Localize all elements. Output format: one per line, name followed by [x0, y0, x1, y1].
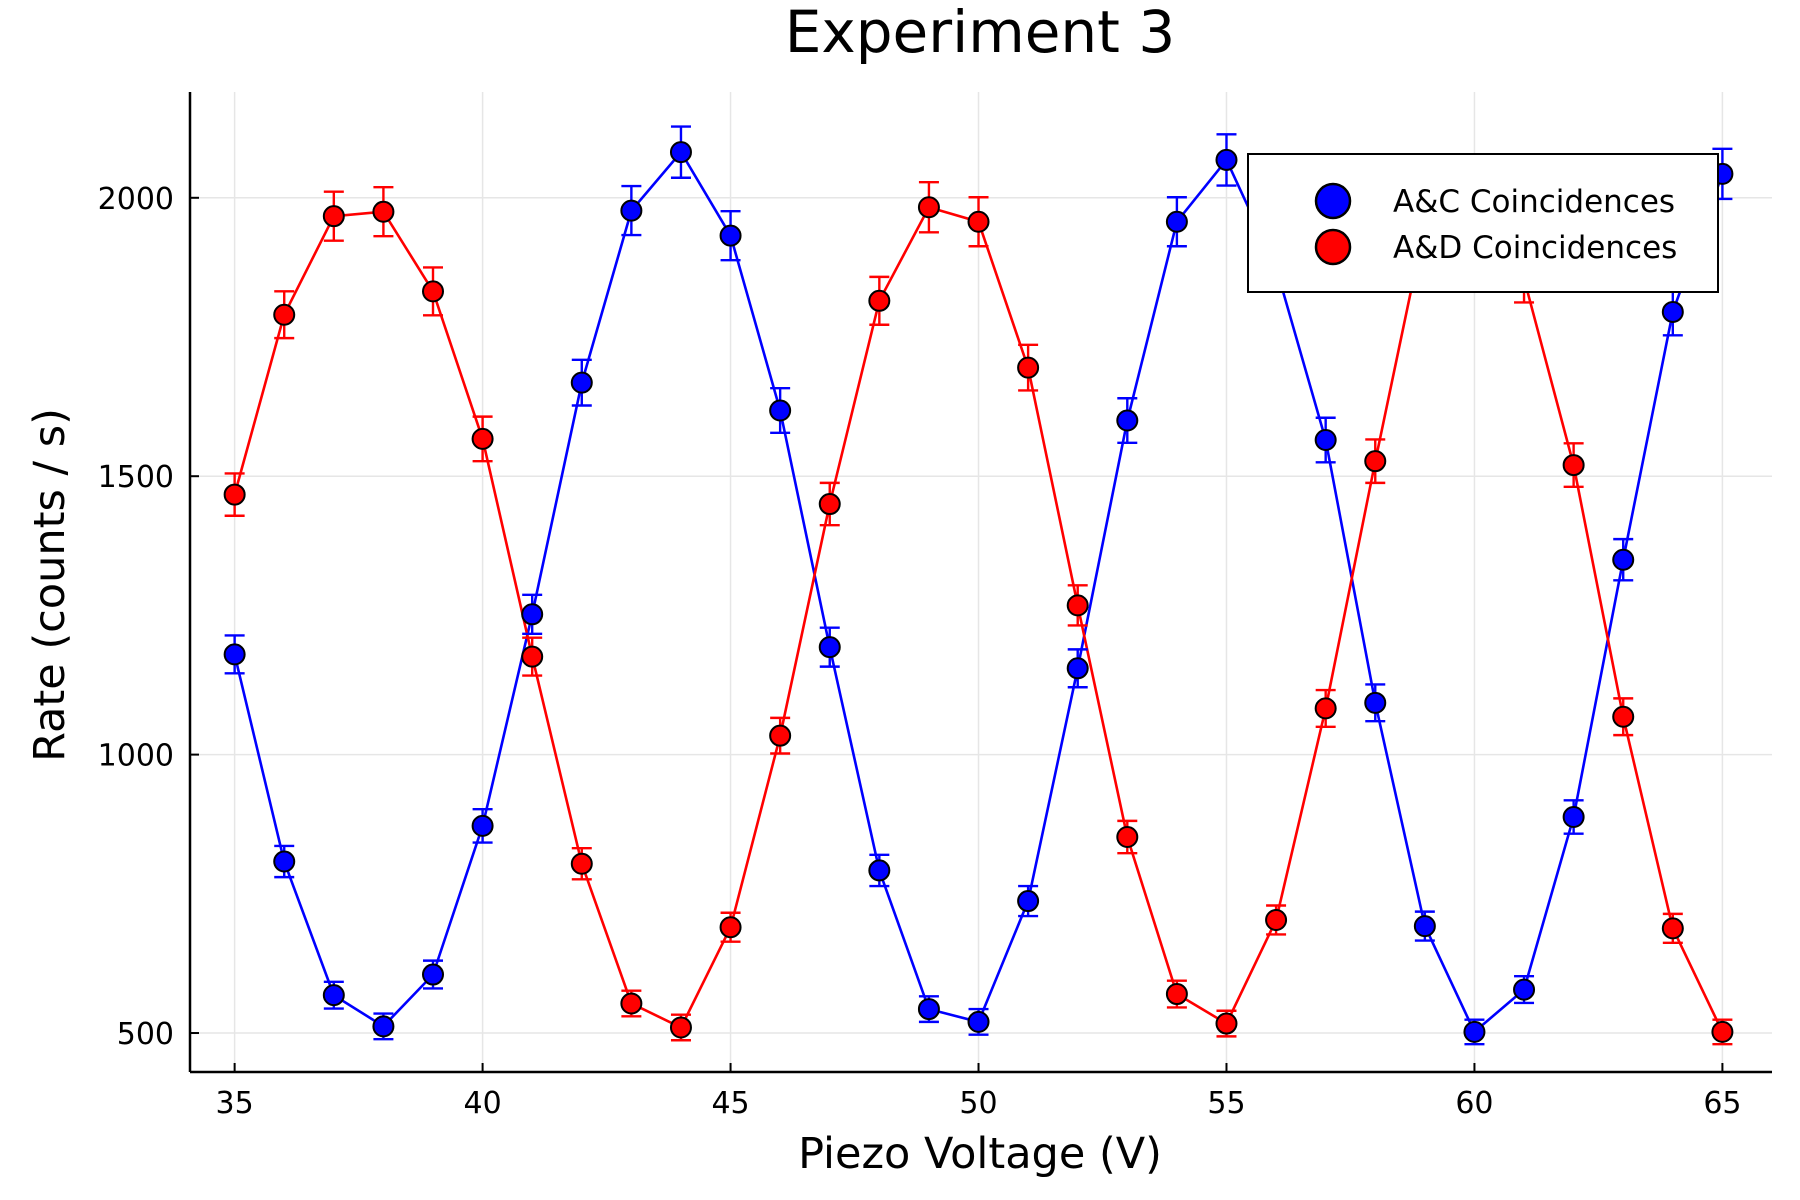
data-point: [1215, 148, 1238, 171]
data-point: [1066, 594, 1089, 617]
data-point: [521, 603, 544, 626]
x-tick-label: 55: [1207, 1086, 1245, 1121]
data-point: [1463, 1020, 1486, 1043]
tick-labels: 35 40 45 50 55 60 65 500 1000 1500 2000: [98, 182, 1742, 1121]
data-point: [570, 852, 593, 875]
x-tick-label: 40: [464, 1086, 502, 1121]
data-point: [1265, 908, 1288, 931]
legend-label-1: A&C Coincidences: [1393, 184, 1675, 220]
data-point: [1314, 429, 1337, 452]
data-point: [818, 493, 841, 516]
data-point: [570, 371, 593, 394]
data-point: [1165, 210, 1188, 233]
axes: [188, 92, 1772, 1074]
x-tick-label: 45: [711, 1086, 749, 1121]
data-point: [1612, 548, 1635, 571]
data-point: [322, 205, 345, 228]
data-point: [620, 199, 643, 222]
legend-box: [1247, 153, 1719, 293]
data-point: [1314, 697, 1337, 720]
x-tick-label: 65: [1703, 1086, 1741, 1121]
data-point: [669, 1016, 692, 1039]
data-point: [818, 636, 841, 659]
data-point: [1513, 978, 1536, 1001]
data-point: [1066, 657, 1089, 680]
data-point: [1364, 450, 1387, 473]
legend-label-2: A&D Coincidences: [1393, 230, 1677, 266]
data-point: [1364, 691, 1387, 714]
data-point: [372, 200, 395, 223]
data-point: [1661, 917, 1684, 940]
data-point: [868, 289, 891, 312]
data-point: [917, 998, 940, 1021]
data-point: [471, 814, 494, 837]
y-axis-label: Rate (counts / s): [25, 408, 75, 762]
legend-marker-1: [1314, 182, 1352, 220]
data-point: [967, 210, 990, 233]
data-point: [1562, 805, 1585, 828]
data-point: [1413, 915, 1436, 938]
legend: A&C Coincidences A&D Coincidences: [1247, 153, 1719, 293]
x-axis-label: Piezo Voltage (V): [798, 1129, 1162, 1179]
data-point: [1661, 300, 1684, 323]
data-point: [372, 1015, 395, 1038]
chart-title: Experiment 3: [785, 0, 1175, 66]
y-tick-label: 2000: [98, 182, 174, 217]
data-point: [769, 399, 792, 422]
data-point: [1116, 409, 1139, 432]
data-point: [422, 280, 445, 303]
data-point: [471, 427, 494, 450]
data-point: [1711, 1020, 1734, 1043]
data-point: [273, 850, 296, 873]
y-tick-label: 500: [117, 1017, 174, 1052]
data-point: [422, 963, 445, 986]
data-point: [1017, 890, 1040, 913]
data-point: [868, 859, 891, 882]
data-point: [769, 724, 792, 747]
x-tick-label: 60: [1455, 1086, 1493, 1121]
data-point: [719, 224, 742, 247]
data-point: [669, 141, 692, 164]
y-tick-label: 1500: [98, 460, 174, 495]
x-tick-label: 35: [216, 1086, 254, 1121]
data-point: [223, 643, 246, 666]
y-tick-label: 1000: [98, 739, 174, 774]
data-point: [917, 196, 940, 219]
data-point: [521, 645, 544, 668]
data-point: [1165, 983, 1188, 1006]
data-point: [223, 483, 246, 506]
data-point: [719, 916, 742, 939]
data-point: [273, 303, 296, 326]
data-point: [1017, 356, 1040, 379]
data-point: [1116, 826, 1139, 849]
x-tick-label: 50: [959, 1086, 997, 1121]
legend-marker-2: [1314, 228, 1352, 266]
data-point: [1215, 1012, 1238, 1035]
data-point: [1562, 454, 1585, 477]
data-point: [967, 1010, 990, 1033]
data-point: [620, 992, 643, 1015]
data-point: [1612, 705, 1635, 728]
data-point: [322, 984, 345, 1007]
